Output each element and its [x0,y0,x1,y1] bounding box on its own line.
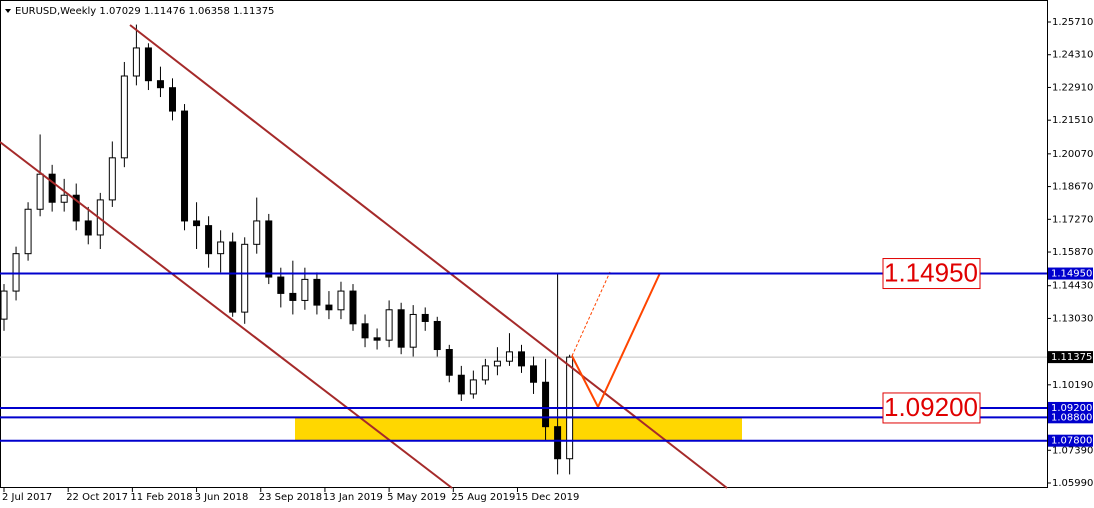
x-tick-label: 2 Jul 2017 [2,492,52,503]
y-tick-label: 1.20070 [1052,149,1093,160]
y-tick-label: 1.22910 [1052,82,1093,93]
candle-body [397,309,405,348]
candle-body [325,304,333,311]
candle-body [24,208,32,255]
candle-body [0,290,8,320]
level-label-box [1048,401,1093,414]
level-label: 1.14950 [1051,269,1092,280]
x-tick-label: 13 Jan 2019 [323,492,383,503]
candle-body [421,313,429,322]
y-tick-label: 1.13030 [1052,313,1093,324]
candle-body [48,173,56,203]
x-tick-label: 23 Sep 2018 [259,492,322,503]
candle-body [313,278,321,306]
y-tick-label: 1.21510 [1052,115,1093,126]
candle-body [12,253,20,292]
candle-body [120,75,128,159]
candle-body [385,309,393,341]
level-label-box [1048,411,1093,424]
plot-frame [0,0,1048,488]
candle-body [481,365,489,381]
support-zone [295,417,742,441]
candle-body [205,225,213,255]
candle-body [517,351,525,367]
candle-body [217,241,225,255]
level-label: 1.09200 [1051,403,1092,414]
candle-body [433,320,441,351]
x-tick-label: 5 May 2019 [387,492,446,503]
menu-arrow[interactable] [5,9,11,13]
candle-body [156,80,164,89]
level-label: 1.07800 [1051,436,1092,447]
x-tick-label: 15 Dec 2019 [515,492,579,503]
y-tick-label: 1.18670 [1052,182,1093,193]
candle-body [108,157,116,201]
candle-body [144,47,152,82]
header: EURUSD,Weekly 1.07029 1.11476 1.06358 1.… [15,6,274,17]
y-tick-label: 1.17270 [1052,214,1093,225]
price-annotation-box [882,258,981,290]
candle-body [72,194,80,222]
candle-body [409,313,417,348]
candle-body [132,47,140,77]
y-tick-label: 1.24310 [1052,50,1093,61]
candle-body [554,426,562,460]
candle-body [349,290,357,325]
candle-body [265,220,273,278]
candle-body [253,220,261,245]
y-tick-label: 1.14430 [1052,281,1093,292]
price-annotation: 1.14950 [884,257,978,287]
channel-upper [129,24,728,489]
y-tick-label: 1.15870 [1052,247,1093,258]
current-price-box [1048,351,1093,364]
current-price-label: 1.11375 [1051,352,1092,363]
y-tick-label: 1.07390 [1052,445,1093,456]
level-label: 1.08800 [1051,412,1092,423]
candle-body [84,220,92,236]
candle-body [277,276,285,294]
candle-body [373,337,381,341]
x-tick-label: 25 Aug 2019 [451,492,515,503]
candle-body [241,243,249,313]
candle-body [457,374,465,395]
y-tick-label: 1.05990 [1052,478,1093,489]
candle-body [530,365,538,383]
x-tick-label: 22 Oct 2017 [66,492,128,503]
candle-body [289,292,297,301]
candle-body [361,323,369,339]
candle-body [36,173,44,210]
x-tick-label: 3 Jun 2018 [195,492,249,503]
candle-body [337,290,345,311]
candle-body [60,194,68,203]
price-annotation-box [882,392,981,424]
level-label-box [1048,267,1093,280]
candle-body [505,351,513,362]
candle-body [493,360,501,367]
level-label-box [1048,434,1093,447]
candle-body [193,220,201,227]
candle-body [181,110,189,222]
y-tick-label: 1.10190 [1052,380,1093,391]
price-annotation: 1.09200 [884,392,978,422]
projection-dashed [571,271,611,357]
x-tick-label: 11 Feb 2018 [130,492,192,503]
candle-body [168,87,176,112]
projection [571,272,661,410]
candle-body [542,381,550,428]
candle-body [445,349,453,376]
channel-lower [0,141,453,489]
candle-body [301,278,309,301]
y-tick-label: 1.25710 [1052,17,1093,28]
candle-body [469,379,477,395]
candle-body [229,241,237,313]
